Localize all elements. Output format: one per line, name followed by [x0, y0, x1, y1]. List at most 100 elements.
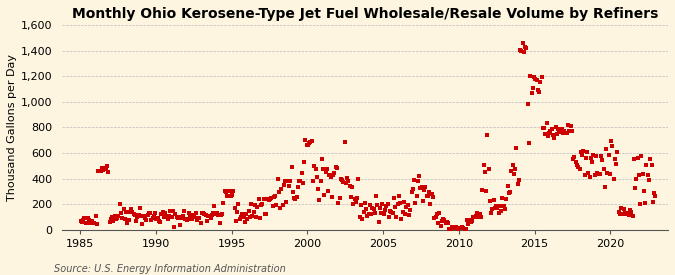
Point — [202, 219, 213, 223]
Point — [140, 216, 151, 221]
Point — [242, 217, 252, 221]
Point — [160, 211, 171, 215]
Point — [291, 195, 302, 200]
Point — [275, 206, 286, 210]
Point — [173, 214, 184, 219]
Point — [420, 185, 431, 189]
Point — [589, 172, 600, 177]
Point — [439, 218, 450, 222]
Point — [415, 186, 426, 190]
Point — [289, 196, 300, 200]
Point — [230, 206, 240, 210]
Point — [357, 217, 368, 221]
Point — [463, 222, 474, 226]
Point — [346, 195, 356, 199]
Point — [464, 218, 475, 222]
Point — [185, 213, 196, 218]
Point — [236, 215, 246, 219]
Point — [554, 130, 565, 134]
Point — [261, 212, 271, 216]
Point — [427, 195, 438, 200]
Point — [282, 179, 293, 183]
Point — [406, 190, 417, 194]
Point — [362, 214, 373, 218]
Point — [182, 217, 193, 221]
Point — [86, 219, 97, 223]
Point — [114, 202, 125, 206]
Point — [314, 197, 325, 202]
Point — [131, 218, 142, 223]
Point — [627, 213, 638, 218]
Point — [310, 167, 321, 171]
Point — [495, 204, 506, 208]
Point — [643, 173, 653, 177]
Point — [536, 75, 547, 80]
Point — [501, 197, 512, 202]
Point — [572, 163, 583, 167]
Point — [325, 175, 336, 180]
Point — [558, 131, 568, 136]
Point — [209, 204, 220, 208]
Point — [514, 177, 524, 182]
Point — [482, 133, 493, 137]
Point — [150, 211, 161, 215]
Point — [440, 221, 451, 225]
Point — [306, 139, 317, 143]
Point — [521, 46, 532, 51]
Point — [281, 200, 292, 204]
Point — [79, 216, 90, 220]
Point — [225, 194, 236, 198]
Point — [103, 170, 114, 174]
Point — [477, 188, 487, 192]
Point — [458, 226, 468, 231]
Point — [425, 201, 436, 206]
Point — [208, 210, 219, 215]
Point — [588, 153, 599, 157]
Point — [324, 173, 335, 177]
Point — [308, 179, 319, 184]
Point — [611, 162, 622, 166]
Point — [184, 211, 194, 216]
Point — [246, 202, 256, 206]
Point — [363, 211, 374, 216]
Point — [604, 171, 615, 176]
Point — [311, 175, 322, 179]
Y-axis label: Thousand Gallons per Day: Thousand Gallons per Day — [7, 54, 17, 201]
Point — [327, 194, 338, 199]
Point — [376, 211, 387, 216]
Point — [195, 220, 206, 225]
Point — [194, 216, 205, 221]
Point — [267, 204, 278, 208]
Point — [506, 169, 516, 173]
Point — [617, 211, 628, 216]
Point — [119, 217, 130, 221]
Point — [515, 48, 526, 52]
Point — [350, 200, 361, 205]
Point — [562, 131, 572, 135]
Point — [391, 215, 402, 219]
Point — [215, 212, 226, 217]
Point — [192, 218, 202, 222]
Point — [126, 207, 136, 212]
Point — [416, 185, 427, 189]
Point — [518, 50, 529, 54]
Point — [167, 209, 178, 213]
Point — [364, 203, 375, 207]
Point — [412, 179, 423, 183]
Point — [457, 225, 468, 230]
Point — [213, 213, 223, 217]
Point — [204, 214, 215, 218]
Point — [143, 211, 154, 215]
Point — [354, 215, 365, 219]
Point — [254, 216, 265, 220]
Point — [130, 212, 140, 217]
Point — [211, 211, 222, 215]
Point — [248, 210, 259, 215]
Point — [190, 211, 201, 215]
Point — [101, 166, 111, 170]
Point — [622, 211, 633, 215]
Point — [108, 219, 119, 224]
Point — [427, 192, 437, 196]
Point — [560, 130, 571, 135]
Point — [223, 189, 234, 193]
